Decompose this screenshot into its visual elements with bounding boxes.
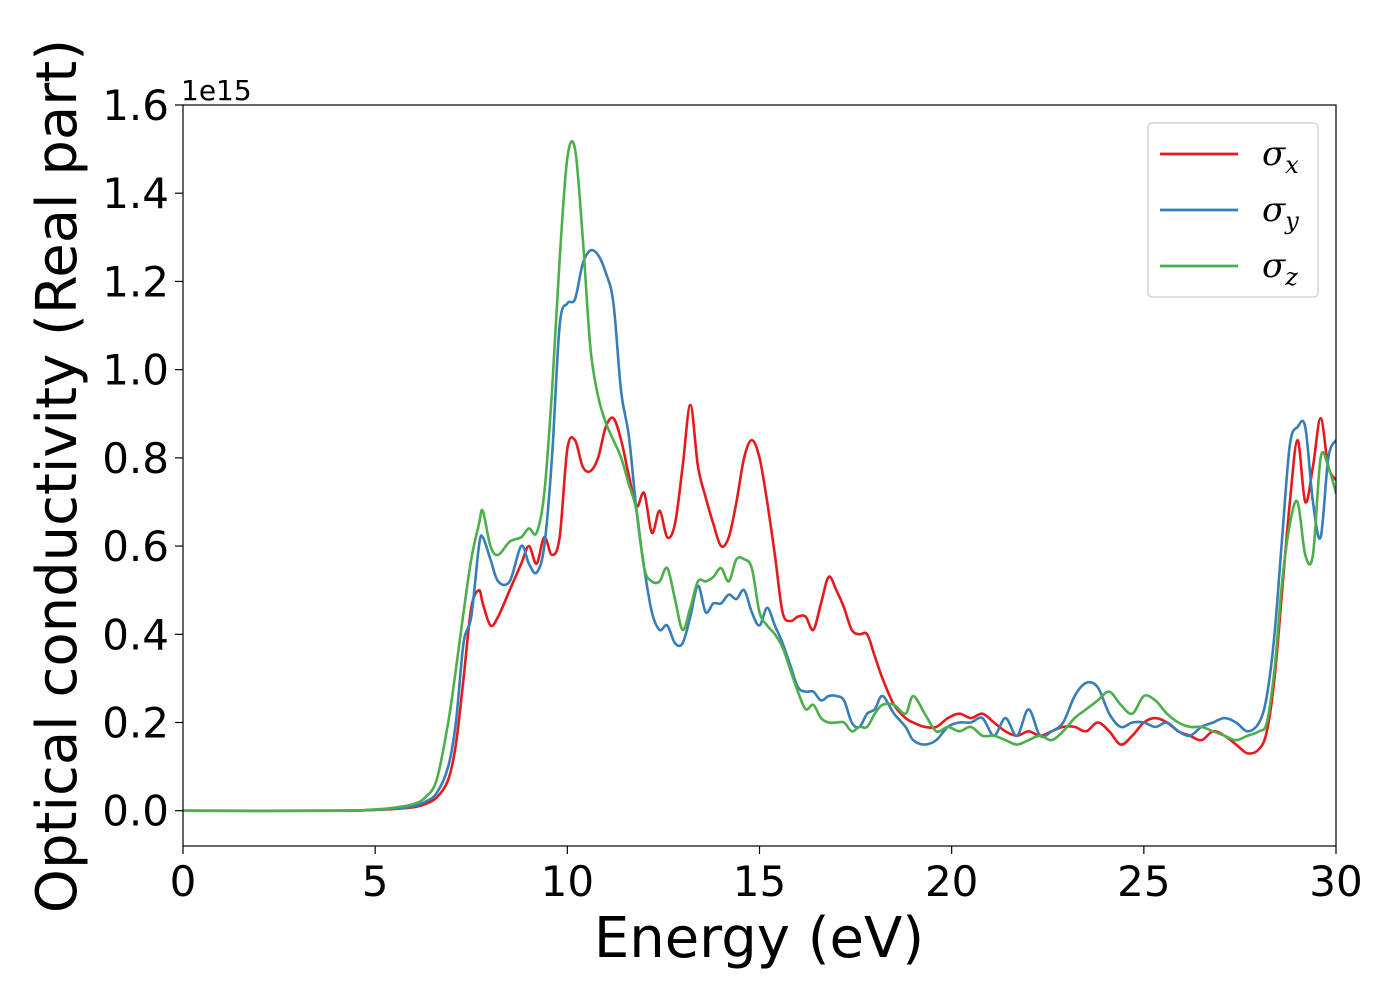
x-tick-label: 10 xyxy=(541,857,594,906)
x-tick-label: 25 xyxy=(1117,857,1170,906)
y-axis-label: Optical conductivity (Real part) xyxy=(25,39,90,913)
y-tick-label: 0.6 xyxy=(102,522,169,571)
y-tick-label: 1.2 xyxy=(102,257,169,306)
legend-symbol: σ xyxy=(1262,190,1286,230)
legend-symbol: σ xyxy=(1262,246,1286,286)
y-offset-text: 1e15 xyxy=(181,74,252,107)
x-axis-label: Energy (eV) xyxy=(594,906,924,971)
y-tick-label: 1.4 xyxy=(102,169,169,218)
series-layer xyxy=(183,139,1336,813)
legend-label-z: σz xyxy=(1262,246,1298,291)
y-tick-label: 0.0 xyxy=(102,787,169,836)
x-axis-ticks: 0 5 10 15 20 25 30 xyxy=(170,846,1363,906)
y-tick-label: 1.6 xyxy=(102,81,169,130)
legend-subscript: y xyxy=(1284,207,1299,235)
legend-symbol: σ xyxy=(1262,134,1286,174)
y-tick-label: 1.0 xyxy=(102,346,169,395)
x-tick-label: 20 xyxy=(925,857,978,906)
y-tick-label: 0.8 xyxy=(102,434,169,483)
series-line-z xyxy=(183,139,1336,813)
series-line-y xyxy=(183,248,1336,813)
y-tick-label: 0.4 xyxy=(102,610,169,659)
x-tick-label: 15 xyxy=(733,857,786,906)
y-tick-label: 0.2 xyxy=(102,699,169,748)
legend-subscript: x xyxy=(1285,151,1299,179)
x-tick-label: 0 xyxy=(170,857,197,906)
legend-label-y: σy xyxy=(1262,190,1299,235)
x-tick-label: 30 xyxy=(1309,857,1362,906)
x-tick-label: 5 xyxy=(362,857,389,906)
y-axis-ticks: 0.0 0.2 0.4 0.6 0.8 1.0 1.2 1.4 1.6 xyxy=(102,81,183,836)
legend-label-x: σx xyxy=(1262,134,1299,179)
legend-subscript: z xyxy=(1284,263,1298,291)
